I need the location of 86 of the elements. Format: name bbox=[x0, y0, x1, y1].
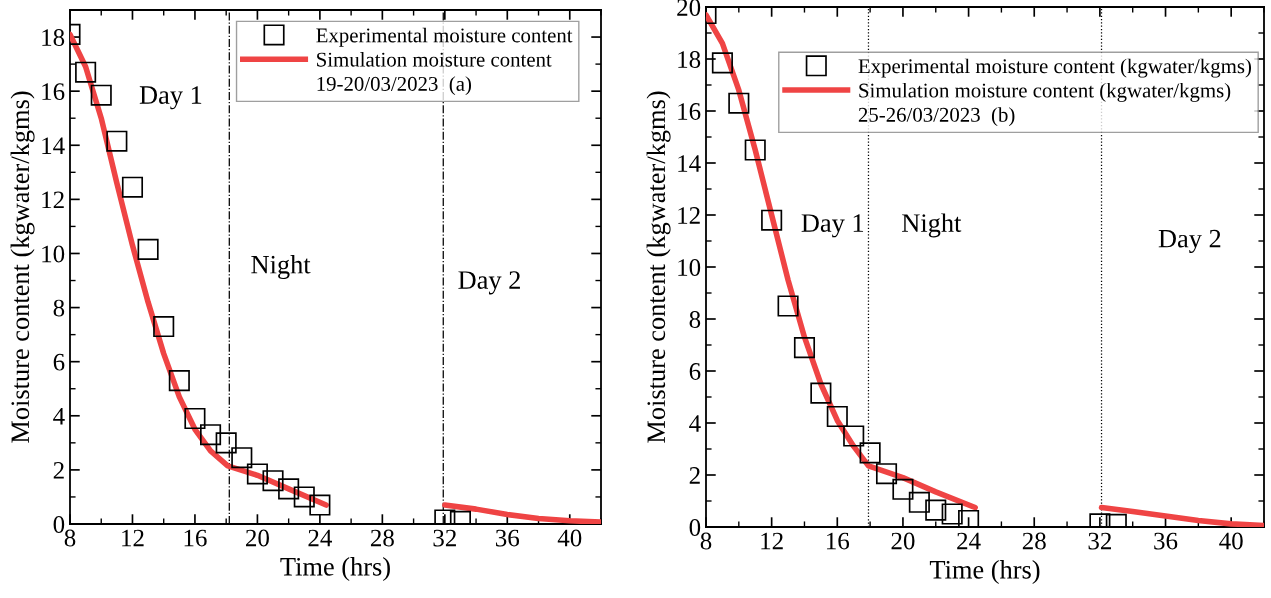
x-tick-label: 20 bbox=[891, 532, 915, 550]
y-tick-label: 14 bbox=[42, 137, 65, 154]
x-tick-label: 40 bbox=[557, 529, 582, 547]
point bbox=[153, 315, 175, 338]
annotation: Day 1 bbox=[801, 214, 864, 238]
point bbox=[810, 382, 832, 404]
annotation: Night bbox=[902, 213, 962, 238]
x-axis-title: Time (hrs) bbox=[280, 557, 390, 582]
y-tick-label: 10 bbox=[42, 245, 65, 263]
point bbox=[215, 432, 237, 454]
x-tick-label: 8 bbox=[700, 532, 712, 550]
x-tick-label: 36 bbox=[495, 529, 520, 547]
point bbox=[711, 52, 733, 74]
x-tick-label: 12 bbox=[122, 529, 144, 547]
y-tick-label: 6 bbox=[53, 353, 65, 371]
y-tick-label: 12 bbox=[678, 207, 700, 224]
point bbox=[246, 463, 268, 485]
y-tick-label: 14 bbox=[678, 155, 701, 172]
y-tick-label: 16 bbox=[678, 103, 701, 120]
legend-label: Experimental moisture content bbox=[316, 27, 573, 47]
x-tick-label: 40 bbox=[1219, 532, 1243, 550]
x-tick-label: 28 bbox=[1022, 532, 1046, 550]
legend-label: Experimental moisture content (kgwater/kgms) bbox=[858, 58, 1252, 78]
point bbox=[121, 176, 144, 198]
annotation: 25-26/03/2023 (b) bbox=[858, 107, 1015, 127]
point bbox=[843, 425, 865, 447]
legend-label: Simulation moisture content (kgwater/kgms) bbox=[859, 82, 1231, 102]
point bbox=[90, 84, 112, 106]
point bbox=[859, 442, 881, 464]
x-tick-label: 16 bbox=[184, 529, 207, 547]
point bbox=[728, 92, 750, 114]
point bbox=[278, 478, 300, 500]
x-tick-label: 28 bbox=[370, 529, 394, 547]
y-tick-label: 4 bbox=[689, 415, 701, 432]
x-tick-label: 32 bbox=[1088, 532, 1111, 550]
annotation: 19-20/03/2023 (a) bbox=[317, 76, 472, 96]
y-tick-label: 2 bbox=[53, 462, 64, 479]
point bbox=[168, 370, 190, 392]
y-tick-label: 18 bbox=[42, 29, 65, 46]
point bbox=[826, 405, 848, 428]
point bbox=[200, 424, 222, 446]
y-axis-title: Moisture content (kgwater/kgms) bbox=[646, 91, 671, 443]
x-tick-label: 20 bbox=[246, 529, 269, 547]
point bbox=[106, 130, 128, 152]
legend-label: Simulation moisture content bbox=[317, 52, 552, 67]
annotation: Day 1 bbox=[139, 86, 202, 110]
point bbox=[793, 337, 816, 359]
y-axis-title: Moisture content (kgwater/kgms) bbox=[10, 91, 35, 443]
annotation: Day 2 bbox=[1158, 229, 1221, 253]
y-tick-label: 8 bbox=[53, 299, 65, 317]
point bbox=[744, 139, 766, 161]
point bbox=[875, 463, 898, 485]
y-tick-label: 8 bbox=[689, 311, 701, 328]
point bbox=[293, 486, 315, 508]
x-tick-label: 36 bbox=[1154, 532, 1178, 550]
y-tick-label: 16 bbox=[42, 83, 65, 101]
y-tick-label: 20 bbox=[677, 0, 701, 16]
x-tick-label: 24 bbox=[957, 532, 981, 550]
point bbox=[231, 447, 253, 469]
annotation: Day 2 bbox=[458, 271, 520, 295]
point bbox=[309, 494, 331, 516]
x-tick-label: 24 bbox=[308, 529, 332, 547]
point bbox=[777, 295, 799, 317]
x-tick-label: 32 bbox=[433, 529, 456, 547]
point bbox=[941, 503, 963, 525]
y-tick-label: 10 bbox=[678, 259, 701, 276]
point bbox=[137, 238, 159, 260]
point bbox=[761, 209, 783, 231]
point bbox=[184, 407, 206, 430]
point bbox=[925, 499, 947, 521]
point bbox=[892, 478, 914, 500]
x-tick-label: 8 bbox=[64, 529, 76, 547]
annotation: Night bbox=[251, 255, 311, 279]
y-tick-label: 0 bbox=[689, 519, 701, 536]
y-tick-label: 4 bbox=[53, 408, 65, 425]
x-axis-title: Time (hrs) bbox=[929, 560, 1040, 585]
point bbox=[75, 61, 97, 83]
y-tick-label: 6 bbox=[689, 363, 701, 380]
y-tick-label: 2 bbox=[689, 467, 700, 484]
y-tick-label: 12 bbox=[42, 191, 64, 209]
x-tick-label: 16 bbox=[826, 532, 850, 550]
x-tick-label: 12 bbox=[761, 532, 783, 550]
point bbox=[262, 470, 284, 492]
point bbox=[908, 491, 930, 513]
y-tick-label: 0 bbox=[53, 516, 65, 533]
y-tick-label: 18 bbox=[678, 51, 701, 68]
